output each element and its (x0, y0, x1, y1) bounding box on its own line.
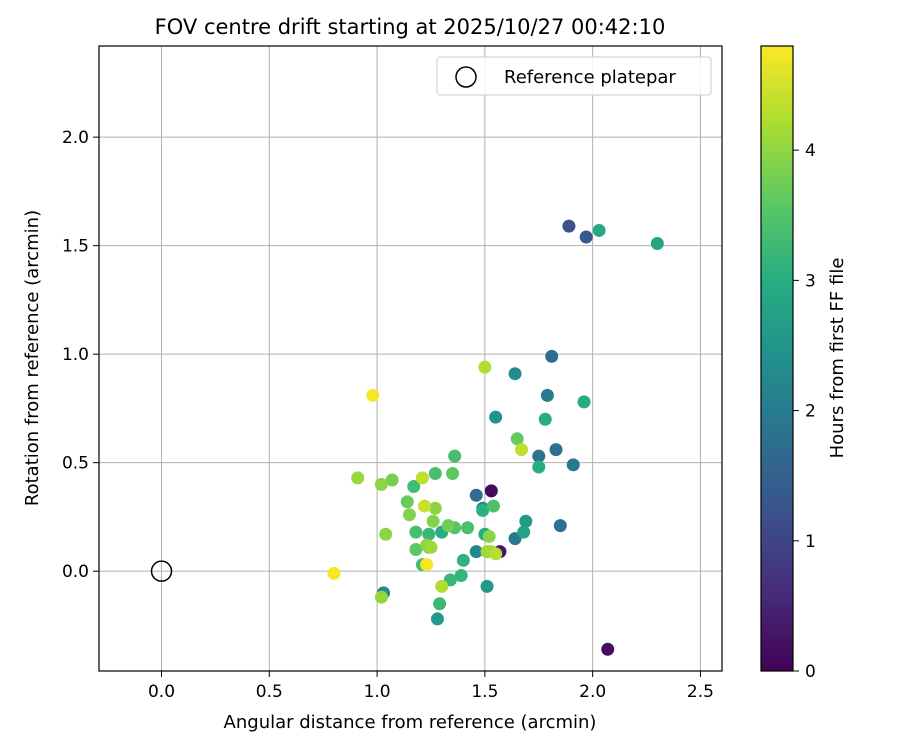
colorbar-tick-label: 0 (805, 662, 816, 682)
data-point (592, 223, 606, 237)
x-axis-label: Angular distance from reference (arcmin) (224, 712, 597, 733)
colorbar-tick-label: 3 (805, 271, 816, 291)
data-point (489, 547, 503, 561)
data-point (456, 553, 470, 567)
y-tick-label: 1.0 (62, 345, 89, 365)
y-tick-label: 1.5 (62, 237, 89, 257)
data-point (402, 508, 416, 522)
data-point (532, 449, 546, 463)
scatter-points (150, 219, 664, 656)
data-point (351, 471, 365, 485)
y-tick-label: 2.0 (62, 128, 89, 148)
data-point (415, 471, 429, 485)
data-point (409, 525, 423, 539)
x-tick-label: 0.0 (148, 682, 175, 702)
data-point (532, 460, 546, 474)
data-point (448, 449, 462, 463)
colorbar: 0 1 2 3 4 (760, 45, 816, 682)
grid (99, 46, 722, 671)
data-point (538, 412, 552, 426)
data-point (545, 349, 559, 363)
data-point (553, 519, 567, 533)
data-point (469, 488, 483, 502)
data-point (461, 521, 475, 535)
x-tick-label: 0.5 (256, 682, 283, 702)
x-tick-label: 1.5 (471, 682, 498, 702)
data-point (409, 542, 423, 556)
data-point (446, 467, 460, 481)
data-point (418, 499, 432, 513)
data-point (540, 388, 554, 402)
data-point (519, 514, 533, 528)
data-point (650, 236, 664, 250)
data-point (379, 527, 393, 541)
data-point (374, 477, 388, 491)
data-point (428, 467, 442, 481)
reference-marker (150, 560, 173, 582)
y-axis-label: Rotation from reference (arcmin) (22, 210, 43, 506)
data-point (517, 525, 531, 539)
data-point (430, 612, 444, 626)
data-point (433, 597, 447, 611)
x-axis-ticks: 0.0 0.5 1.0 1.5 2.0 2.5 (148, 671, 714, 702)
data-point (426, 514, 440, 528)
axes-frame (98, 45, 723, 672)
legend-marker-reference (455, 66, 477, 88)
colorbar-tick-label: 4 (805, 141, 816, 161)
y-tick-label: 0.0 (62, 562, 89, 582)
data-point (482, 529, 496, 543)
colorbar-gradient (760, 45, 794, 672)
data-point (400, 495, 414, 509)
data-point (374, 590, 388, 604)
x-tick-label: 2.0 (579, 682, 606, 702)
colorbar-tick-label: 2 (805, 402, 816, 422)
data-point (508, 367, 522, 381)
legend: Reference platepar (436, 56, 712, 96)
data-point (510, 432, 524, 446)
data-point (562, 219, 576, 233)
data-point (480, 579, 494, 593)
legend-label-reference: Reference platepar (504, 67, 676, 88)
data-point (424, 540, 438, 554)
data-point (435, 579, 449, 593)
data-point (549, 443, 563, 457)
data-point (407, 480, 421, 494)
y-tick-label: 0.5 (62, 454, 89, 474)
legend-box (436, 56, 712, 96)
data-point (484, 484, 498, 498)
data-point (489, 410, 503, 424)
data-point (566, 458, 580, 472)
data-point (454, 569, 468, 583)
data-point (385, 473, 399, 487)
y-axis-ticks: 0.0 0.5 1.0 1.5 2.0 (62, 128, 99, 582)
x-tick-label: 2.5 (687, 682, 714, 702)
data-point (515, 443, 529, 457)
data-point (577, 395, 591, 409)
data-point (422, 527, 436, 541)
colorbar-tick-label: 1 (805, 532, 816, 552)
data-point (327, 566, 341, 580)
x-tick-label: 1.0 (364, 682, 391, 702)
colorbar-ticks: 0 1 2 3 4 (793, 141, 816, 682)
data-point (486, 499, 500, 513)
data-point (476, 503, 490, 517)
data-point (366, 388, 380, 402)
data-point (441, 519, 455, 533)
data-point (601, 642, 615, 656)
plot-area: 0.0 0.5 1.0 1.5 2.0 2.5 0.0 0.5 1.0 1.5 2.0 Refer… (62, 45, 723, 702)
data-point (579, 230, 593, 244)
data-point (420, 558, 434, 572)
chart-title: FOV centre drift starting at 2025/10/27 … (155, 15, 666, 39)
colorbar-label: Hours from first FF file (827, 258, 848, 459)
data-point (478, 360, 492, 374)
data-point (428, 501, 442, 515)
data-point (469, 545, 483, 559)
